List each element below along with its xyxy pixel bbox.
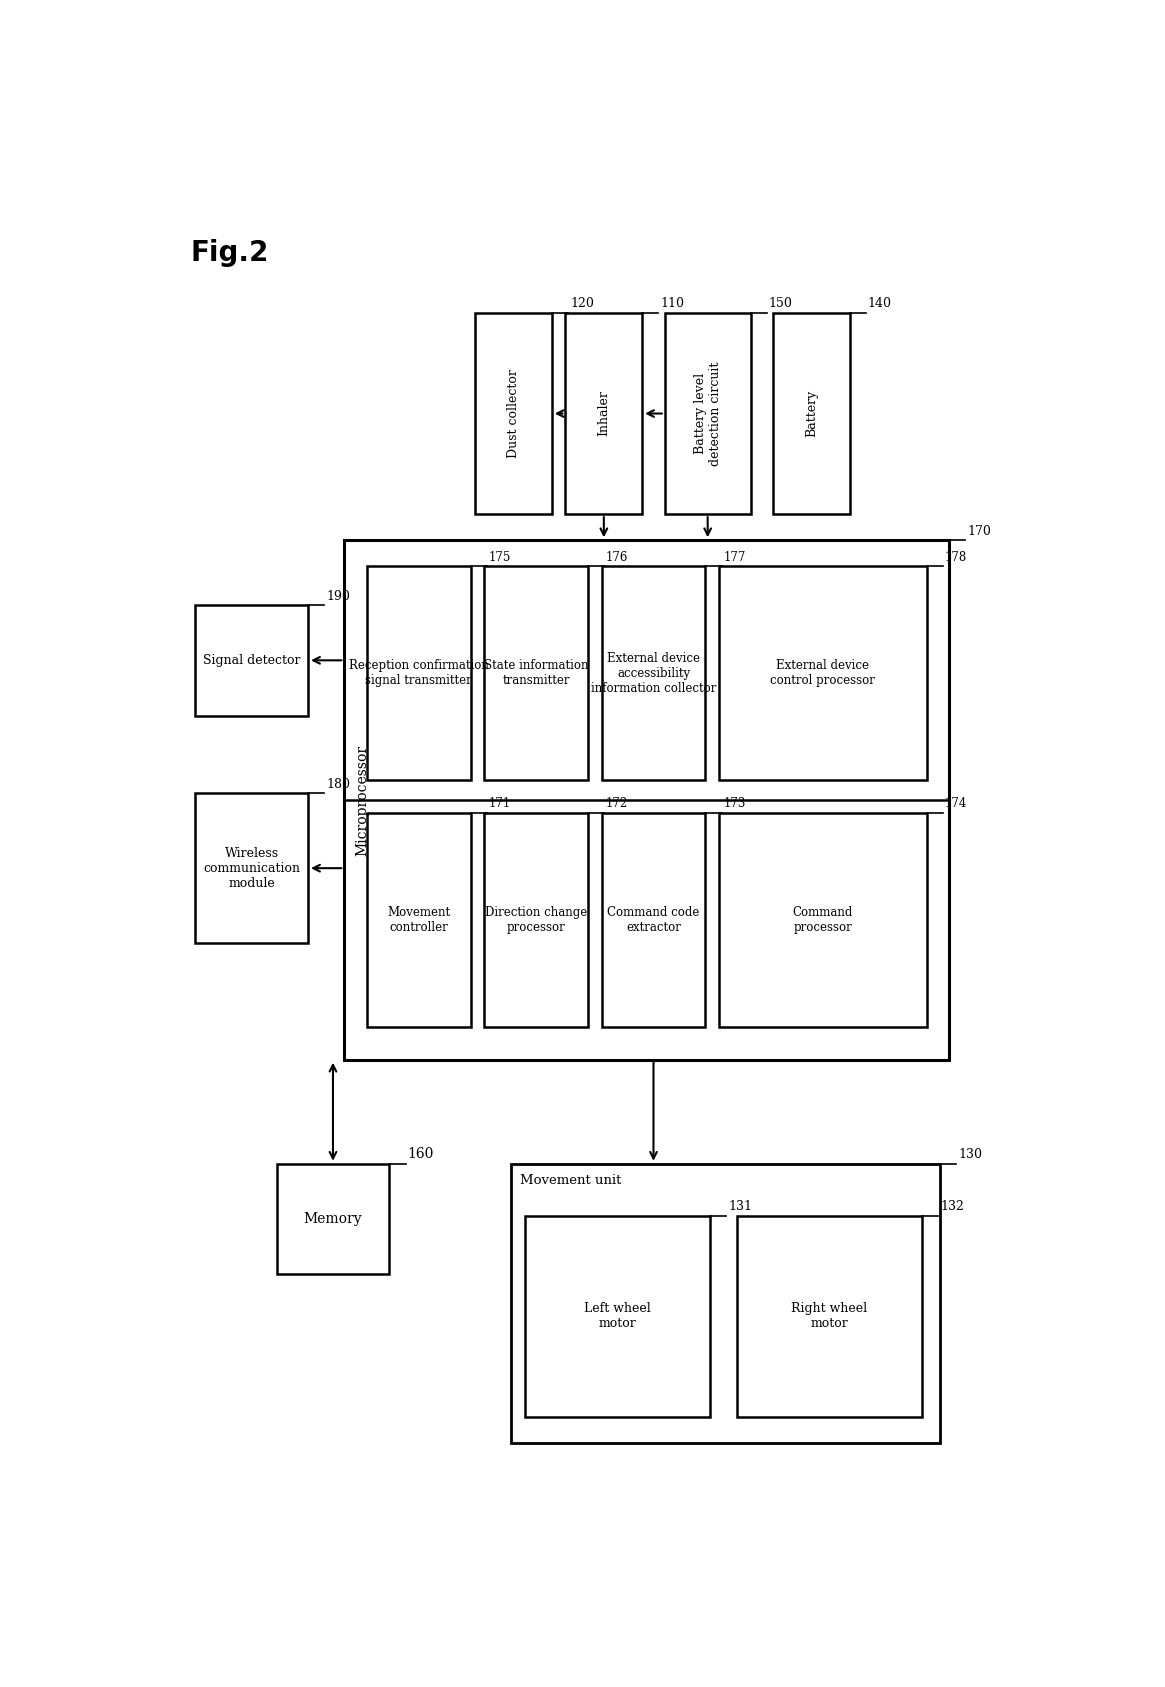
Text: External device
control processor: External device control processor bbox=[770, 660, 875, 687]
FancyBboxPatch shape bbox=[737, 1216, 923, 1417]
Text: 172: 172 bbox=[606, 798, 628, 810]
FancyBboxPatch shape bbox=[345, 540, 949, 1059]
FancyBboxPatch shape bbox=[367, 567, 471, 781]
FancyBboxPatch shape bbox=[367, 813, 471, 1027]
FancyBboxPatch shape bbox=[719, 813, 926, 1027]
Text: External device
accessibility
information collector: External device accessibility informatio… bbox=[591, 651, 716, 695]
Text: Wireless
communication
module: Wireless communication module bbox=[203, 847, 301, 889]
Text: Command
processor: Command processor bbox=[792, 906, 853, 935]
FancyBboxPatch shape bbox=[276, 1164, 389, 1274]
Text: 130: 130 bbox=[958, 1149, 982, 1161]
Text: 160: 160 bbox=[408, 1147, 433, 1161]
FancyBboxPatch shape bbox=[196, 606, 308, 715]
Text: Movement
controller: Movement controller bbox=[387, 906, 451, 935]
Text: 131: 131 bbox=[728, 1199, 751, 1213]
Text: 171: 171 bbox=[489, 798, 511, 810]
Text: 173: 173 bbox=[723, 798, 746, 810]
Text: 140: 140 bbox=[868, 297, 892, 310]
Text: Command code
extractor: Command code extractor bbox=[607, 906, 700, 935]
Text: Inhaler: Inhaler bbox=[598, 391, 610, 437]
FancyBboxPatch shape bbox=[774, 312, 849, 515]
Text: Direction change
processor: Direction change processor bbox=[485, 906, 587, 935]
Text: 180: 180 bbox=[326, 778, 351, 791]
FancyBboxPatch shape bbox=[511, 1164, 940, 1442]
FancyBboxPatch shape bbox=[601, 567, 706, 781]
Text: Reception confirmation
signal transmitter: Reception confirmation signal transmitte… bbox=[348, 660, 488, 687]
Text: 174: 174 bbox=[945, 798, 967, 810]
FancyBboxPatch shape bbox=[565, 312, 642, 515]
Text: 132: 132 bbox=[940, 1199, 963, 1213]
Text: 170: 170 bbox=[967, 525, 991, 538]
Text: Battery level
detection circuit: Battery level detection circuit bbox=[693, 361, 721, 466]
Text: 150: 150 bbox=[769, 297, 792, 310]
Text: Movement unit: Movement unit bbox=[521, 1174, 622, 1188]
Text: Battery: Battery bbox=[805, 390, 818, 437]
FancyBboxPatch shape bbox=[719, 567, 926, 781]
Text: Microprocessor: Microprocessor bbox=[355, 744, 369, 855]
Text: 190: 190 bbox=[326, 589, 350, 602]
Text: 178: 178 bbox=[945, 550, 967, 563]
Text: 175: 175 bbox=[489, 550, 511, 563]
FancyBboxPatch shape bbox=[665, 312, 750, 515]
Text: Memory: Memory bbox=[304, 1211, 362, 1226]
FancyBboxPatch shape bbox=[524, 1216, 709, 1417]
FancyBboxPatch shape bbox=[601, 813, 706, 1027]
Text: Left wheel
motor: Left wheel motor bbox=[584, 1302, 651, 1331]
Text: Signal detector: Signal detector bbox=[203, 655, 301, 666]
Text: 176: 176 bbox=[606, 550, 628, 563]
Text: Fig.2: Fig.2 bbox=[191, 240, 269, 267]
FancyBboxPatch shape bbox=[485, 567, 588, 781]
FancyBboxPatch shape bbox=[475, 312, 552, 515]
Text: 110: 110 bbox=[661, 297, 684, 310]
FancyBboxPatch shape bbox=[196, 793, 308, 943]
Text: State information
transmitter: State information transmitter bbox=[483, 660, 588, 687]
FancyBboxPatch shape bbox=[485, 813, 588, 1027]
Text: Right wheel
motor: Right wheel motor bbox=[791, 1302, 868, 1331]
Text: Dust collector: Dust collector bbox=[507, 369, 520, 457]
Text: 177: 177 bbox=[723, 550, 746, 563]
Text: 120: 120 bbox=[570, 297, 594, 310]
